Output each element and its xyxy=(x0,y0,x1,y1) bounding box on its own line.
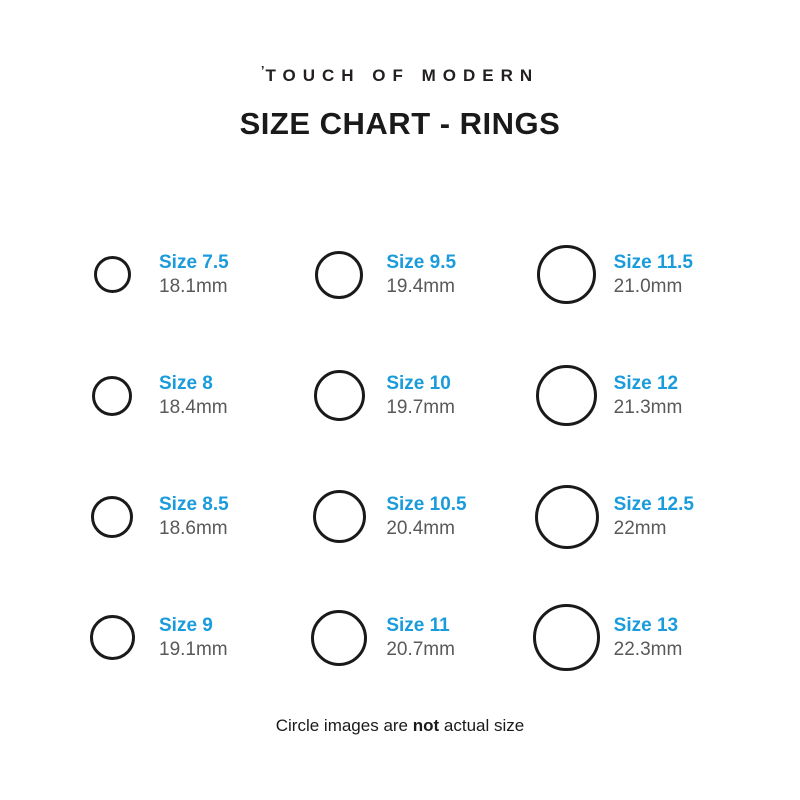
ring-size-label: Size 12 xyxy=(613,372,679,394)
disclaimer-suffix: actual size xyxy=(439,716,525,735)
ring-labels: Size 11.5 21.0mm xyxy=(614,251,693,299)
ring-circle-slot xyxy=(78,375,146,416)
ring-size-label: Size 12.5 xyxy=(613,493,694,515)
ring-circle-slot xyxy=(78,256,146,293)
ring-labels: Size 12 21.3mm xyxy=(614,372,683,420)
ring-circle xyxy=(311,609,368,666)
ring-labels: Size 10.5 20.4mm xyxy=(386,493,466,541)
brand-logo: ’TOUCH OF MODERN xyxy=(260,63,540,86)
ring-size-label: Size 9.5 xyxy=(386,251,457,273)
ring-labels: Size 8.5 18.6mm xyxy=(159,493,229,541)
ring-diameter-label: 20.7mm xyxy=(386,638,455,660)
ring-size-cell: Size 8 18.4mm xyxy=(78,335,305,456)
ring-circle xyxy=(534,484,599,549)
ring-circle-slot xyxy=(533,245,601,304)
ring-circle-slot xyxy=(533,604,601,671)
ring-column-3: Size 11.5 21.0mm Size 12 21.3mm Size 12.… xyxy=(533,214,760,698)
ring-size-label: Size 8 xyxy=(159,372,213,394)
ring-size-label: Size 13 xyxy=(613,614,679,636)
ring-size-label: Size 11.5 xyxy=(613,251,693,273)
ring-diameter-label: 19.7mm xyxy=(386,396,455,418)
header: ’TOUCH OF MODERN SIZE CHART - RINGS xyxy=(0,0,800,142)
ring-circle xyxy=(89,615,135,660)
ring-size-label: Size 7.5 xyxy=(159,251,229,273)
ring-diameter-label: 21.3mm xyxy=(613,396,683,418)
ring-size-cell: Size 13 22.3mm xyxy=(533,577,760,698)
ring-circle xyxy=(92,375,132,416)
ring-circle xyxy=(536,365,598,426)
ring-diameter-label: 19.1mm xyxy=(159,638,228,660)
ring-labels: Size 13 22.3mm xyxy=(614,614,683,662)
ring-labels: Size 10 19.7mm xyxy=(386,372,455,420)
ring-size-label: Size 9 xyxy=(159,614,213,636)
ring-circle-slot xyxy=(305,490,373,543)
ring-size-label: Size 8.5 xyxy=(159,493,229,515)
ring-size-label: Size 11 xyxy=(386,614,450,636)
ring-circle xyxy=(533,604,601,671)
ring-size-label: Size 10 xyxy=(386,372,451,394)
ring-diameter-label: 19.4mm xyxy=(386,275,455,297)
ring-column-2: Size 9.5 19.4mm Size 10 19.7mm Size 10.5… xyxy=(305,214,532,698)
ring-circle-slot xyxy=(305,250,373,299)
ring-diameter-label: 22mm xyxy=(613,517,667,539)
ring-diameter-label: 21.0mm xyxy=(613,275,683,297)
ring-size-label: Size 10.5 xyxy=(386,493,467,515)
ring-size-cell: Size 12.5 22mm xyxy=(533,456,760,577)
ring-size-grid: Size 7.5 18.1mm Size 8 18.4mm Size 8.5 1… xyxy=(0,214,800,698)
ring-size-cell: Size 11.5 21.0mm xyxy=(533,214,760,335)
ring-circle-slot xyxy=(305,609,373,666)
ring-circle xyxy=(93,256,131,293)
ring-labels: Size 7.5 18.1mm xyxy=(159,251,229,299)
disclaimer-bold-word: not xyxy=(412,716,440,735)
brand-logo-text: TOUCH OF MODERN xyxy=(265,66,540,85)
ring-diameter-label: 18.6mm xyxy=(159,517,228,539)
ring-diameter-label: 20.4mm xyxy=(386,517,455,539)
ring-labels: Size 9.5 19.4mm xyxy=(386,251,456,299)
ring-size-cell: Size 9.5 19.4mm xyxy=(305,214,532,335)
ring-circle-slot xyxy=(533,484,601,549)
ring-circle-slot xyxy=(78,495,146,538)
ring-circle-slot xyxy=(533,365,601,426)
ring-column-1: Size 7.5 18.1mm Size 8 18.4mm Size 8.5 1… xyxy=(78,214,305,698)
ring-circle xyxy=(313,370,365,421)
ring-circle xyxy=(537,245,597,304)
ring-circle-slot xyxy=(78,615,146,660)
ring-circle-slot xyxy=(305,370,373,421)
disclaimer-note: Circle images are not actual size xyxy=(0,716,800,736)
ring-labels: Size 11 20.7mm xyxy=(386,614,455,662)
ring-size-cell: Size 8.5 18.6mm xyxy=(78,456,305,577)
ring-size-cell: Size 10.5 20.4mm xyxy=(305,456,532,577)
ring-size-cell: Size 9 19.1mm xyxy=(78,577,305,698)
ring-diameter-label: 22.3mm xyxy=(613,638,683,660)
ring-labels: Size 9 19.1mm xyxy=(159,614,228,662)
ring-diameter-label: 18.1mm xyxy=(159,275,228,297)
page-title: SIZE CHART - RINGS xyxy=(239,106,561,141)
ring-diameter-label: 18.4mm xyxy=(159,396,228,418)
ring-size-cell: Size 12 21.3mm xyxy=(533,335,760,456)
ring-circle xyxy=(315,250,364,299)
ring-circle xyxy=(312,490,366,543)
logo-tick-mark: ’ xyxy=(260,63,266,78)
ring-circle xyxy=(91,495,133,538)
ring-labels: Size 8 18.4mm xyxy=(159,372,228,420)
disclaimer-prefix: Circle images are xyxy=(275,716,413,735)
ring-size-cell: Size 7.5 18.1mm xyxy=(78,214,305,335)
ring-size-cell: Size 11 20.7mm xyxy=(305,577,532,698)
ring-size-cell: Size 10 19.7mm xyxy=(305,335,532,456)
ring-labels: Size 12.5 22mm xyxy=(614,493,694,541)
